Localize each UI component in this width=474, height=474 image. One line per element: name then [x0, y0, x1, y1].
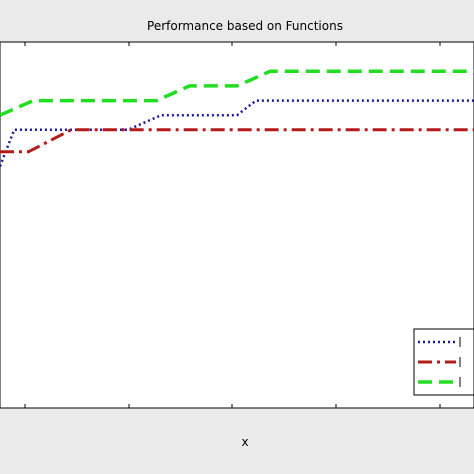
series-line-2 — [0, 128, 474, 154]
series-line-3 — [0, 69, 474, 117]
plot-area — [0, 41, 474, 409]
x-axis-ticks — [24, 42, 441, 408]
chart-title: Performance based on Functions — [147, 19, 343, 33]
series-lines — [0, 69, 474, 167]
legend — [413, 328, 474, 396]
series-line-1 — [0, 99, 474, 167]
x-axis-label: x — [241, 435, 248, 449]
